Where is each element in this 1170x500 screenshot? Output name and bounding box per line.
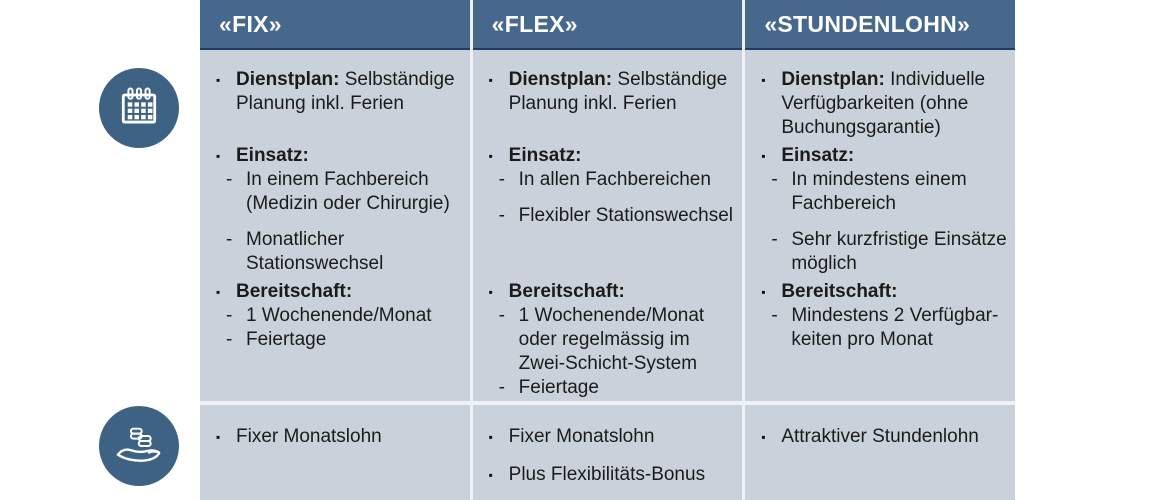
bullet-icon: ▪ [488, 73, 493, 87]
list-item: - Feiertage [226, 329, 327, 350]
dash-icon: - [226, 329, 233, 350]
column-title-fix: «FIX» [219, 10, 282, 37]
dash-icon: - [498, 169, 505, 190]
header-cell-fix: «FIX» [200, 0, 470, 50]
block-bereitschaft: ▪ Bereitschaft: - Mindestens 2 Verfügbar-… [761, 280, 1007, 352]
footer-cell-stundenlohn: ▪ Attraktiver Stundenlohn [745, 405, 1015, 500]
list-item: - Flexibler Stationswechsel [498, 205, 734, 226]
dienstplan-label: Dienstplan: [781, 69, 885, 90]
einsatz-label: Einsatz: [508, 145, 582, 166]
list-item: - Monatlicher Stationswechsel [226, 229, 384, 274]
dash-icon: - [771, 169, 778, 190]
bullet-icon: ▪ [761, 285, 766, 299]
block-dienstplan: ▪ Dienstplan: Selbständige Planung inkl.… [216, 68, 462, 144]
list-item: ▪ Fixer Monatslohn [488, 426, 655, 447]
block-dienstplan: ▪ Dienstplan: Individuelle Verfügbarkeit… [761, 68, 1007, 144]
dash-icon: - [498, 377, 505, 398]
dienstplan-text: Selbständige Planung inkl. Ferien [508, 69, 728, 114]
bullet-icon: ▪ [761, 149, 766, 163]
block-dienstplan: ▪ Dienstplan: Selbständige Planung inkl.… [489, 68, 735, 144]
body-cell-stundenlohn: ▪ Dienstplan: Individuelle Verfügbarkeit… [745, 50, 1015, 405]
list-item: - In mindestens einem Fachbereich [771, 169, 967, 214]
bullet-icon: ▪ [488, 285, 493, 299]
dash-icon: - [771, 229, 778, 250]
dash-icon: - [771, 305, 778, 326]
comparison-table: «FIX» «FLEX» «STUNDENLOHN» ▪ Dienstplan:… [200, 0, 1015, 500]
schedule-row-icon-badge [99, 68, 179, 148]
dienstplan-text: Selbständige Planung inkl. Ferien [236, 69, 455, 114]
calendar-icon [121, 87, 157, 124]
list-item: -1 Wochenende/Monat oder regelmässig im … [498, 305, 705, 374]
bullet-icon: ▪ [216, 149, 221, 163]
footer-cell-fix: ▪ Fixer Monatslohn [200, 405, 470, 500]
block-bereitschaft: ▪ Bereitschaft: -1 Wochenende/Monat - Fei… [216, 280, 462, 352]
einsatz-label: Einsatz: [781, 145, 855, 166]
bullet-icon: ▪ [488, 430, 493, 444]
einsatz-label: Einsatz: [236, 145, 309, 166]
list-item: ▪ Plus Flexibilitäts-Bonus [488, 464, 706, 485]
block-einsatz: ▪ Einsatz: - In allen Fachbereichen - Flex… [489, 144, 735, 280]
list-item: - Feiertage [498, 377, 599, 398]
block-bereitschaft: ▪ Bereitschaft: -1 Wochenende/Monat oder… [489, 280, 735, 400]
dienstplan-label: Dienstplan: [508, 69, 613, 90]
dash-icon: - [226, 305, 233, 326]
block-einsatz: ▪ Einsatz: - In mindestens einem Fachbere… [761, 144, 1007, 280]
body-cell-fix: ▪ Dienstplan: Selbständige Planung inkl.… [200, 50, 470, 405]
block-einsatz: ▪ Einsatz: - In einem Fachbereich (Medizi… [216, 144, 462, 280]
list-item: - In allen Fachbereichen [498, 169, 711, 190]
list-item: - Sehr kurzfristige Einsätze möglich [771, 229, 1007, 274]
bereitschaft-label: Bereitschaft: [236, 281, 353, 302]
footer-cell-flex: ▪ Fixer Monatslohn ▪ Plus Flexibilitäts-Bo… [472, 405, 743, 500]
list-item: ▪ Fixer Monatslohn [216, 426, 382, 447]
dash-icon: - [498, 305, 505, 326]
bullet-icon: ▪ [761, 73, 766, 87]
bereitschaft-label: Bereitschaft: [781, 281, 898, 302]
dienstplan-label: Dienstplan: [236, 69, 340, 90]
dienstplan-text: Individuelle Verfügbarkeiten (ohne Buchu… [781, 69, 986, 138]
bullet-icon: ▪ [488, 468, 493, 482]
dash-icon: - [226, 169, 233, 190]
bullet-icon: ▪ [216, 430, 221, 444]
bullet-icon: ▪ [488, 149, 493, 163]
dash-icon: - [226, 229, 233, 250]
bullet-icon: ▪ [761, 430, 766, 444]
salary-row-icon-badge [99, 406, 179, 486]
dash-icon: - [498, 205, 505, 226]
bullet-icon: ▪ [216, 285, 221, 299]
header-cell-flex: «FLEX» [472, 0, 743, 50]
list-item: - Mindestens 2 Verfügbar-keiten pro Monat [771, 305, 999, 350]
header-cell-stundenlohn: «STUNDENLOHN» [745, 0, 1015, 50]
list-item: ▪ Attraktiver Stundenlohn [761, 426, 979, 447]
bereitschaft-label: Bereitschaft: [508, 281, 625, 302]
bullet-icon: ▪ [216, 73, 221, 87]
body-cell-flex: ▪ Dienstplan: Selbständige Planung inkl.… [472, 50, 743, 405]
column-title-flex: «FLEX» [491, 10, 578, 37]
column-title-stundenlohn: «STUNDENLOHN» [764, 10, 971, 37]
list-item: - In einem Fachbereich (Medizin oder Chir… [226, 169, 450, 214]
hand-coins-icon [116, 427, 161, 462]
list-item: -1 Wochenende/Monat [226, 305, 432, 326]
